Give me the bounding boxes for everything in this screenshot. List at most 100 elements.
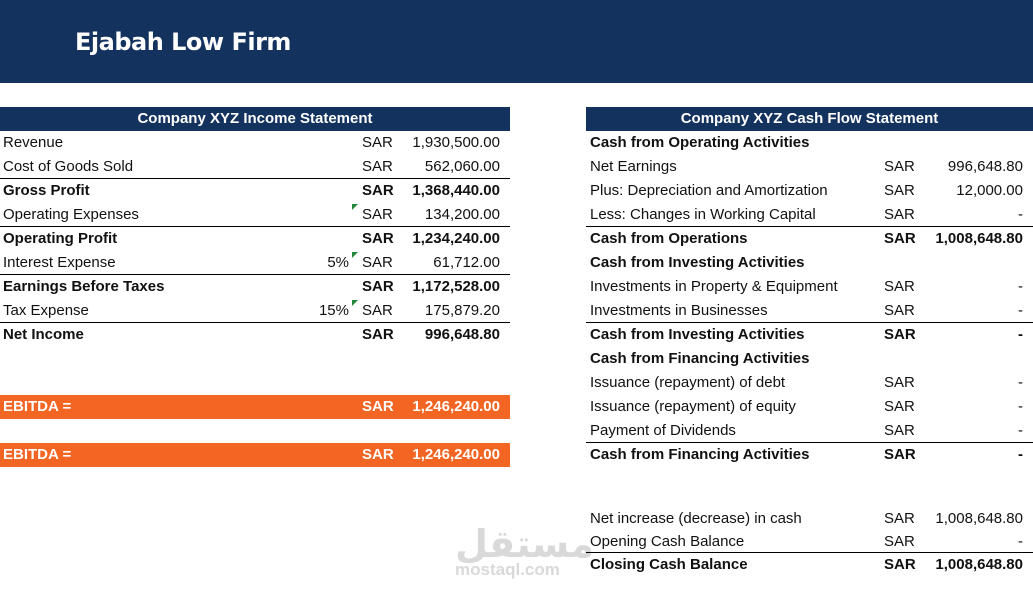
row-amount: - bbox=[1018, 533, 1023, 550]
row-label: Cash from Financing Activities bbox=[590, 446, 810, 463]
table-row: Gross Profit SAR 1,368,440.00 bbox=[0, 179, 510, 203]
row-amount: 562,060.00 bbox=[424, 158, 500, 175]
row-currency: SAR bbox=[362, 398, 394, 415]
ebitda-row: EBITDA = SAR 1,246,240.00 bbox=[0, 443, 510, 467]
row-currency: SAR bbox=[884, 398, 915, 415]
row-label: Operating Expenses bbox=[3, 206, 139, 223]
row-label: Net increase (decrease) in cash bbox=[590, 510, 802, 527]
table-row: Net Income SAR 996,648.80 bbox=[0, 323, 510, 347]
row-currency: SAR bbox=[884, 206, 915, 223]
table-row: Investments in Businesses SAR - bbox=[586, 299, 1033, 323]
table-row: Payment of Dividends SAR - bbox=[586, 419, 1033, 443]
row-label: Cash from Financing Activities bbox=[590, 350, 810, 367]
table-row: Cash from Investing Activities bbox=[586, 251, 1033, 275]
row-amount: - bbox=[1018, 278, 1023, 295]
row-currency: SAR bbox=[884, 158, 915, 175]
table-row: Less: Changes in Working Capital SAR - bbox=[586, 203, 1033, 227]
row-label: Gross Profit bbox=[3, 182, 90, 199]
table-row: Operating Profit SAR 1,234,240.00 bbox=[0, 227, 510, 251]
table-row: Cost of Goods Sold SAR 562,060.00 bbox=[0, 155, 510, 179]
row-amount: - bbox=[1018, 206, 1023, 223]
row-currency: SAR bbox=[884, 556, 916, 573]
row-amount: 996,648.80 bbox=[947, 158, 1023, 175]
header-title: Ejabah Low Firm bbox=[75, 28, 291, 56]
watermark: مستقل bbox=[455, 522, 594, 566]
table-row: Investments in Property & Equipment SAR - bbox=[586, 275, 1033, 299]
row-amount: 1,246,240.00 bbox=[412, 446, 500, 463]
comment-marker bbox=[352, 204, 358, 210]
table-row: Issuance (repayment) of debt SAR - bbox=[586, 371, 1033, 395]
row-amount: 61,712.00 bbox=[433, 254, 500, 271]
row-amount: - bbox=[1018, 422, 1023, 439]
ebitda-row: EBITDA = SAR 1,246,240.00 bbox=[0, 395, 510, 419]
row-currency: SAR bbox=[362, 278, 394, 295]
table-row: Closing Cash Balance SAR 1,008,648.80 bbox=[586, 553, 1033, 576]
row-label: Closing Cash Balance bbox=[590, 556, 748, 573]
row-amount: 1,246,240.00 bbox=[412, 398, 500, 415]
row-currency: SAR bbox=[362, 206, 393, 223]
row-label: Plus: Depreciation and Amortization bbox=[590, 182, 828, 199]
table-row: Opening Cash Balance SAR - bbox=[586, 530, 1033, 553]
table-row: Cash from Financing Activities bbox=[586, 347, 1033, 371]
row-currency: SAR bbox=[884, 182, 915, 199]
row-label: EBITDA = bbox=[3, 398, 72, 415]
row-amount: - bbox=[1018, 302, 1023, 319]
row-currency: SAR bbox=[884, 278, 915, 295]
table-title: Company XYZ Income Statement bbox=[0, 107, 510, 131]
watermark: mostaql.com bbox=[455, 560, 560, 579]
row-amount: 1,172,528.00 bbox=[412, 278, 500, 295]
row-label: Earnings Before Taxes bbox=[3, 278, 165, 295]
row-amount: 175,879.20 bbox=[424, 302, 500, 319]
table-row: Cash from Operating Activities bbox=[586, 131, 1033, 155]
row-amount: 12,000.00 bbox=[956, 182, 1023, 199]
table-row: Net Earnings SAR 996,648.80 bbox=[586, 155, 1033, 179]
row-label: Cash from Operations bbox=[590, 230, 748, 247]
row-label: Cash from Investing Activities bbox=[590, 254, 805, 271]
row-amount: 1,008,648.80 bbox=[935, 556, 1023, 573]
table-row: Net increase (decrease) in cash SAR 1,008,… bbox=[586, 507, 1033, 530]
row-currency: SAR bbox=[362, 254, 393, 271]
row-currency: SAR bbox=[884, 230, 916, 247]
row-label: Cost of Goods Sold bbox=[3, 158, 134, 175]
row-currency: SAR bbox=[884, 326, 916, 343]
row-amount: - bbox=[1018, 374, 1023, 391]
row-rate: 15% bbox=[318, 302, 349, 319]
row-amount: 996,648.80 bbox=[424, 326, 500, 343]
row-currency: SAR bbox=[884, 510, 915, 527]
row-label: Revenue bbox=[3, 134, 64, 151]
row-currency: SAR bbox=[362, 134, 393, 151]
comment-marker bbox=[352, 300, 358, 306]
table-row: Interest Expense 5% SAR 61,712.00 bbox=[0, 251, 510, 275]
table-row: Cash from Financing Activities SAR - bbox=[586, 443, 1033, 467]
table-row: Operating Expenses SAR 134,200.00 bbox=[0, 203, 510, 227]
table-row: Revenue SAR 1,930,500.00 bbox=[0, 131, 510, 155]
row-currency: SAR bbox=[362, 182, 394, 199]
row-label: Opening Cash Balance bbox=[590, 533, 745, 550]
table-row: Plus: Depreciation and Amortization SAR 12… bbox=[586, 179, 1033, 203]
row-label: Operating Profit bbox=[3, 230, 118, 247]
table-title: Company XYZ Cash Flow Statement bbox=[586, 107, 1033, 131]
row-label: Payment of Dividends bbox=[590, 422, 736, 439]
row-amount: 1,234,240.00 bbox=[412, 230, 500, 247]
row-label: Tax Expense bbox=[3, 302, 89, 319]
row-amount: - bbox=[1018, 326, 1023, 343]
row-label: Issuance (repayment) of equity bbox=[590, 398, 796, 415]
row-currency: SAR bbox=[884, 422, 915, 439]
row-amount: - bbox=[1018, 398, 1023, 415]
comment-marker bbox=[352, 252, 358, 258]
table-row: Cash from Operations SAR 1,008,648.80 bbox=[586, 227, 1033, 251]
row-amount: - bbox=[1018, 446, 1023, 463]
row-label: Investments in Businesses bbox=[590, 302, 768, 319]
row-label: Net Income bbox=[3, 326, 84, 343]
row-currency: SAR bbox=[362, 326, 394, 343]
row-currency: SAR bbox=[884, 374, 915, 391]
row-currency: SAR bbox=[884, 533, 915, 550]
row-label: Net Earnings bbox=[590, 158, 677, 175]
row-currency: SAR bbox=[884, 446, 916, 463]
row-currency: SAR bbox=[884, 302, 915, 319]
row-amount: 1,930,500.00 bbox=[412, 134, 500, 151]
row-label: EBITDA = bbox=[3, 446, 72, 463]
row-label: Investments in Property & Equipment bbox=[590, 278, 838, 295]
row-amount: 1,008,648.80 bbox=[935, 230, 1023, 247]
table-row: Tax Expense 15% SAR 175,879.20 bbox=[0, 299, 510, 323]
